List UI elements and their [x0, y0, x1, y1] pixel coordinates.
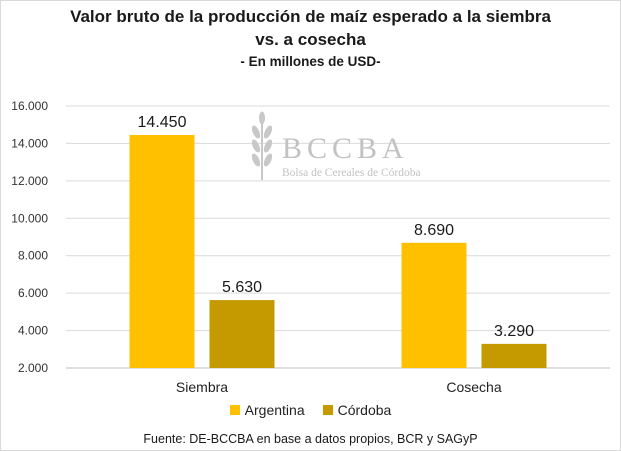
bars — [129, 135, 547, 368]
y-tick-label: 10.000 — [11, 211, 48, 225]
chart-title: Valor bruto de la producción de maíz esp… — [70, 7, 551, 26]
y-tick-label: 12.000 — [11, 174, 48, 188]
legend-label-argentina: Argentina — [244, 402, 305, 418]
legend: Argentina Córdoba — [0, 402, 621, 418]
wheat-grain — [263, 153, 273, 167]
data-label: 3.290 — [494, 323, 534, 340]
bar-cordoba — [209, 300, 275, 368]
wheat-grain — [251, 125, 261, 139]
data-labels: 14.450 5.630 8.690 3.290 — [138, 114, 535, 340]
wheat-grain — [251, 139, 261, 153]
chart-title-line2: vs. a cosecha — [255, 30, 366, 49]
legend-swatch-argentina — [229, 405, 240, 415]
wheat-grain — [263, 125, 273, 139]
legend-swatch-cordoba — [322, 405, 333, 415]
y-tick-label: 14.000 — [11, 136, 48, 150]
source-note: Fuente: DE-BCCBA en base a datos propios… — [143, 432, 478, 446]
bar-argentina — [401, 242, 467, 368]
legend-label-cordoba: Córdoba — [337, 402, 392, 418]
y-tick-label: 8.000 — [18, 249, 48, 263]
bccba-watermark: BCCBA Bolsa de Cereales de Córdoba — [251, 111, 421, 180]
bar-argentina — [129, 135, 195, 368]
legend-item-argentina: Argentina — [229, 402, 305, 418]
wheat-grain — [251, 153, 261, 167]
data-label: 8.690 — [414, 222, 454, 239]
axes: 2.000 4.000 6.000 8.000 10.000 12.000 14.000 16… — [11, 99, 610, 395]
legend-item-cordoba: Córdoba — [322, 402, 392, 418]
wheat-stem — [261, 118, 263, 180]
wheat-grain — [263, 139, 273, 153]
bar-cordoba — [481, 343, 547, 368]
y-tick-label: 2.000 — [18, 361, 48, 375]
watermark-name: BCCBA — [282, 132, 409, 165]
y-tick-label: 4.000 — [18, 324, 48, 338]
x-tick-label: Siembra — [176, 379, 228, 395]
chart-subtitle: - En millones de USD- — [240, 54, 381, 69]
data-label: 5.630 — [222, 279, 262, 296]
y-tick-label: 16.000 — [11, 99, 48, 113]
x-tick-label: Cosecha — [446, 379, 501, 395]
y-tick-label: 6.000 — [18, 286, 48, 300]
wheat-logo-icon — [251, 111, 273, 180]
wheat-grain — [259, 111, 265, 125]
watermark-subtitle: Bolsa de Cereales de Córdoba — [282, 167, 421, 179]
data-label: 14.450 — [138, 114, 187, 131]
